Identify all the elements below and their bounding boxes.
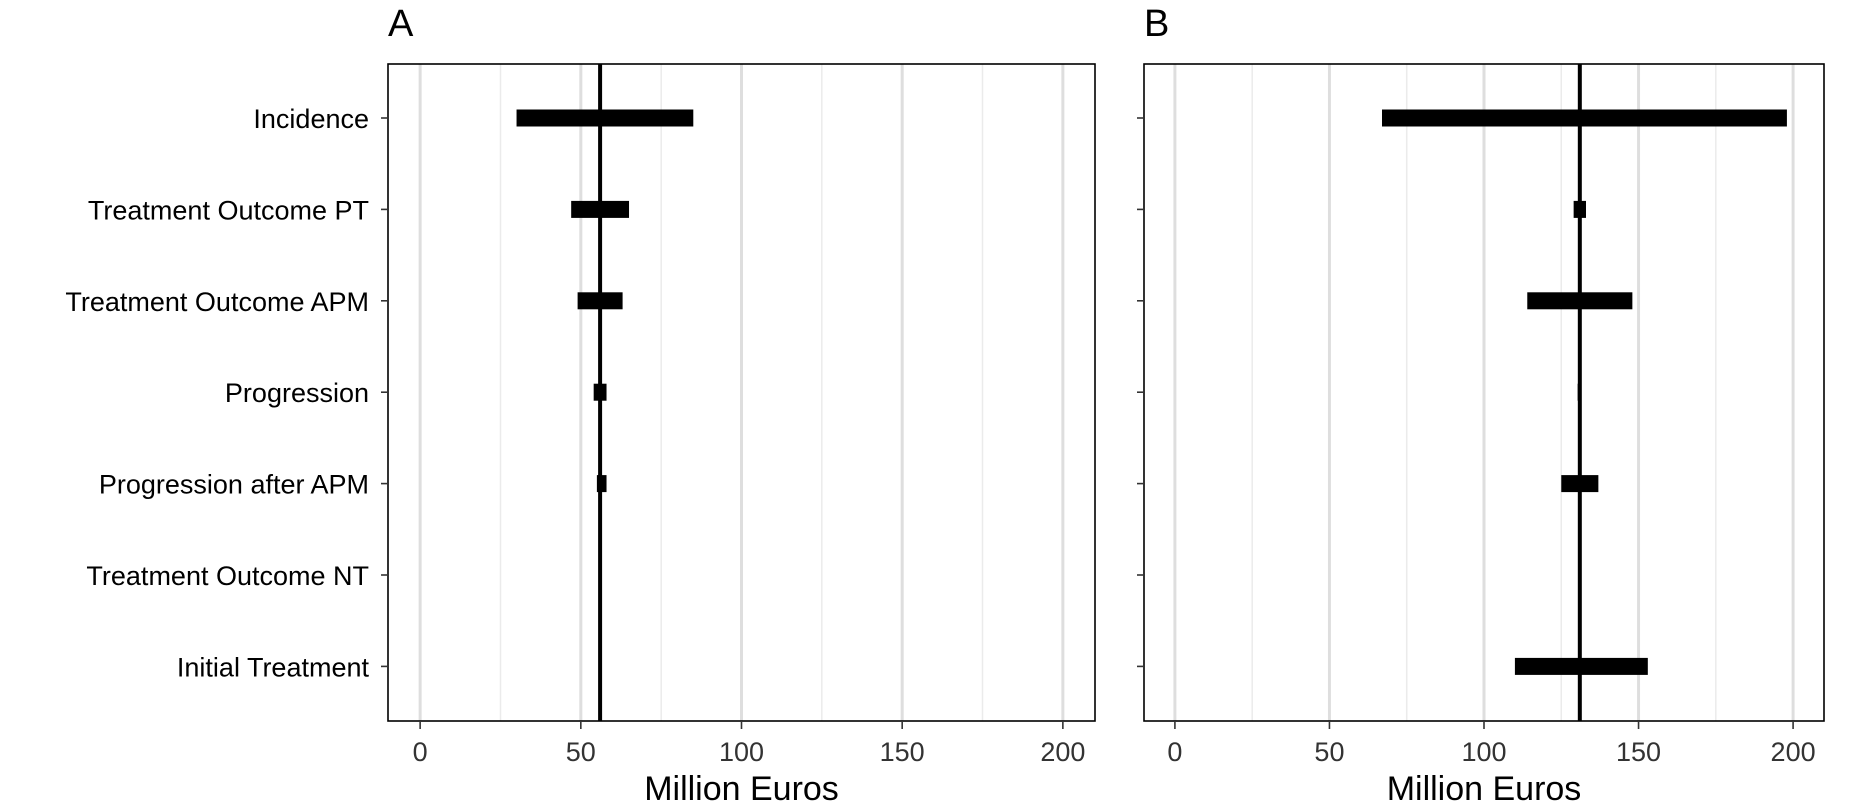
x-tick-label: 100: [1461, 737, 1506, 767]
category-label: Initial Treatment: [177, 652, 370, 682]
panel-label: B: [1144, 3, 1169, 45]
category-label: Progression: [225, 378, 369, 408]
x-tick-label: 200: [1040, 737, 1085, 767]
x-axis-title: Million Euros: [1387, 770, 1582, 807]
category-label: Treatment Outcome APM: [65, 287, 369, 317]
category-label: Treatment Outcome NT: [86, 561, 369, 591]
x-axis-title: Million Euros: [644, 770, 839, 807]
category-label: Progression after APM: [99, 470, 369, 500]
category-label: Incidence: [253, 104, 369, 134]
x-tick-label: 0: [1167, 737, 1182, 767]
x-tick-label: 200: [1771, 737, 1816, 767]
x-tick-label: 150: [1616, 737, 1661, 767]
bar-incidence: [516, 109, 694, 127]
panel-label: A: [388, 3, 414, 45]
panel-b: 0 50 100 150 200 Million Euros B: [1137, 3, 1825, 808]
x-tick-label: 100: [719, 737, 764, 767]
x-tick-label: 150: [880, 737, 925, 767]
x-tick-label: 50: [566, 737, 596, 767]
x-tick-label: 50: [1314, 737, 1344, 767]
category-label: Treatment Outcome PT: [88, 195, 369, 225]
panel-a: 0 50 100 150 200 Million Euros A Incidence Treat…: [65, 3, 1096, 808]
x-tick-label: 0: [413, 737, 428, 767]
bar-incidence: [1382, 109, 1787, 127]
